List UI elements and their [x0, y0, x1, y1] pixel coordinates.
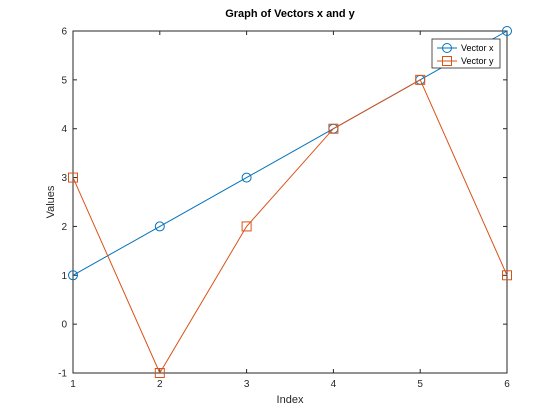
data-point-vector-y	[154, 368, 165, 378]
x-tick-label: 5	[417, 379, 423, 390]
legend-box	[431, 38, 501, 69]
data-point-vector-y	[328, 123, 339, 134]
series-line-vector-x	[72, 30, 508, 276]
y-tick-label: 4	[61, 124, 67, 135]
y-tick-label: 2	[61, 222, 67, 233]
legend: Vector x Vector y	[431, 38, 501, 69]
legend-label-vector-y: Vector y	[461, 56, 494, 66]
legend-label-vector-x: Vector x	[461, 43, 494, 53]
plot-area	[72, 30, 508, 374]
x-tick-label: 3	[244, 379, 250, 390]
x-tick-label: 4	[331, 379, 337, 390]
x-tick-label: 1	[70, 379, 76, 390]
data-point-vector-y	[502, 270, 512, 281]
y-tick-label: 6	[61, 27, 67, 38]
legend-entry-vector-y: Vector y	[437, 56, 494, 66]
x-tick-label: 6	[504, 379, 510, 390]
x-tick-label: 2	[157, 379, 163, 390]
legend-marker-vector-y	[442, 56, 452, 66]
y-tick-label: 1	[61, 271, 67, 282]
series-layer	[68, 26, 512, 378]
y-axis: -1 0 1 2 3 4 5 6	[58, 27, 507, 380]
series-line-vector-y	[72, 79, 508, 375]
data-point-vector-x	[241, 172, 252, 183]
y-tick-label: 3	[61, 173, 67, 184]
data-point-vector-y	[241, 221, 252, 232]
x-axis: 1 2 3 4 5 6	[70, 31, 510, 390]
data-point-vector-x	[154, 221, 165, 232]
chart-title: Graph of Vectors x and y	[225, 8, 355, 20]
legend-entry-vector-x: Vector x	[437, 43, 494, 53]
y-tick-label: 0	[61, 320, 67, 331]
series-vector-y	[68, 74, 512, 378]
data-point-vector-y	[415, 74, 426, 85]
y-tick-label: 5	[61, 75, 67, 86]
data-point-vector-x	[68, 270, 78, 281]
data-point-vector-x	[502, 26, 512, 36]
y-axis-label: Values	[45, 185, 57, 218]
legend-marker-vector-x	[442, 43, 452, 53]
data-point-vector-y	[68, 172, 78, 183]
y-tick-label: -1	[58, 369, 67, 380]
x-axis-label: Index	[277, 394, 304, 406]
